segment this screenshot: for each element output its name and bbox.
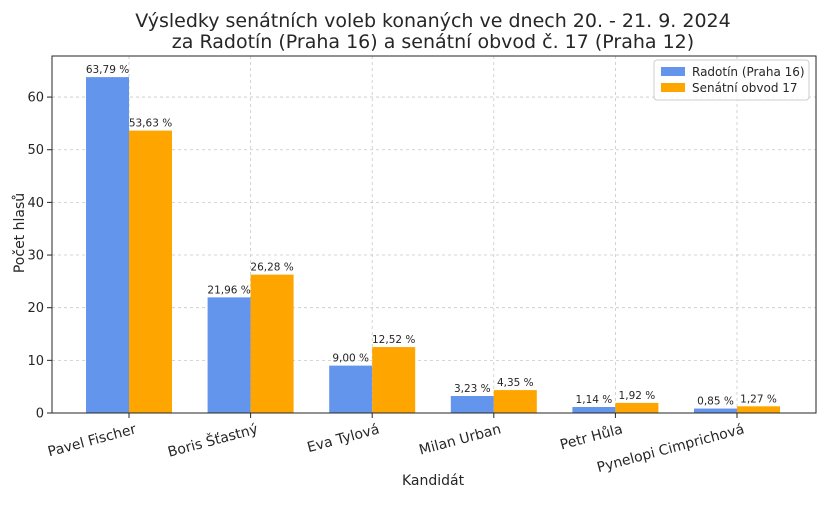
y-axis-label: Počet hlasů (12, 193, 28, 273)
bar (694, 408, 737, 413)
bar (493, 390, 537, 413)
legend-swatch (661, 83, 685, 92)
bar (615, 402, 659, 413)
chart-title-line-1: Výsledky senátních voleb konaných ve dne… (135, 10, 730, 32)
y-tick-label: 50 (27, 143, 44, 158)
bar (737, 406, 780, 413)
bar (129, 130, 172, 414)
y-tick-label: 60 (27, 91, 44, 106)
y-tick-label: 0 (36, 407, 44, 422)
bar-value-label: 12,52 % (372, 334, 415, 346)
bar (372, 347, 416, 413)
bar-value-label: 26,28 % (250, 262, 293, 274)
bar (250, 274, 294, 413)
bar-value-label: 1,92 % (619, 390, 656, 402)
bar (572, 406, 616, 413)
x-tick-label: Pavel Fischer (46, 421, 138, 460)
bar (207, 297, 251, 413)
chart-title-line-2: za Radotín (Praha 16) a senátní obvod č.… (172, 31, 694, 53)
x-tick-label: Boris Šťastný (166, 419, 260, 460)
bar-value-label: 1,27 % (740, 393, 777, 405)
data-labels: 63,79 % 21,96 % 9,00 % 3,23 % 1,14 % 0,85 % 53… (86, 64, 777, 407)
y-tick-label: 10 (27, 354, 44, 369)
legend-box (653, 59, 810, 101)
plot-frame (51, 55, 817, 414)
legend-swatch (661, 67, 685, 76)
bars (86, 77, 780, 414)
y-tick-label: 20 (27, 301, 44, 316)
bar-value-label: 9,00 % (332, 353, 369, 365)
x-tick-label: Eva Tylová (305, 421, 381, 456)
bar-value-label: 1,14 % (576, 394, 613, 406)
bar-value-label: 53,63 % (129, 118, 172, 130)
bar-value-label: 21,96 % (207, 284, 250, 296)
bar-value-label: 3,23 % (454, 383, 491, 395)
bar-value-label: 63,79 % (86, 64, 129, 76)
y-tick-label: 40 (27, 196, 44, 211)
legend: Radotín (Praha 16) Senátní obvod 17 (653, 59, 810, 101)
x-axis-label: Kandidát (402, 473, 465, 489)
bar-value-label: 0,85 % (697, 396, 734, 408)
bar (86, 77, 129, 414)
x-tick-label: Petr Hůla (558, 421, 624, 453)
legend-label: Radotín (Praha 16) (692, 65, 805, 79)
y-axis-ticks: 0 10 20 30 40 50 60 (27, 91, 52, 422)
bar (450, 395, 494, 413)
y-tick-label: 30 (27, 249, 44, 264)
bar-value-label: 4,35 % (497, 377, 534, 389)
legend-label: Senátní obvod 17 (692, 81, 798, 95)
bar (329, 365, 373, 413)
x-tick-label: Milan Urban (417, 421, 502, 458)
x-axis-ticks: Pavel Fischer Boris Šťastný Eva Tylová Mila… (46, 413, 746, 476)
